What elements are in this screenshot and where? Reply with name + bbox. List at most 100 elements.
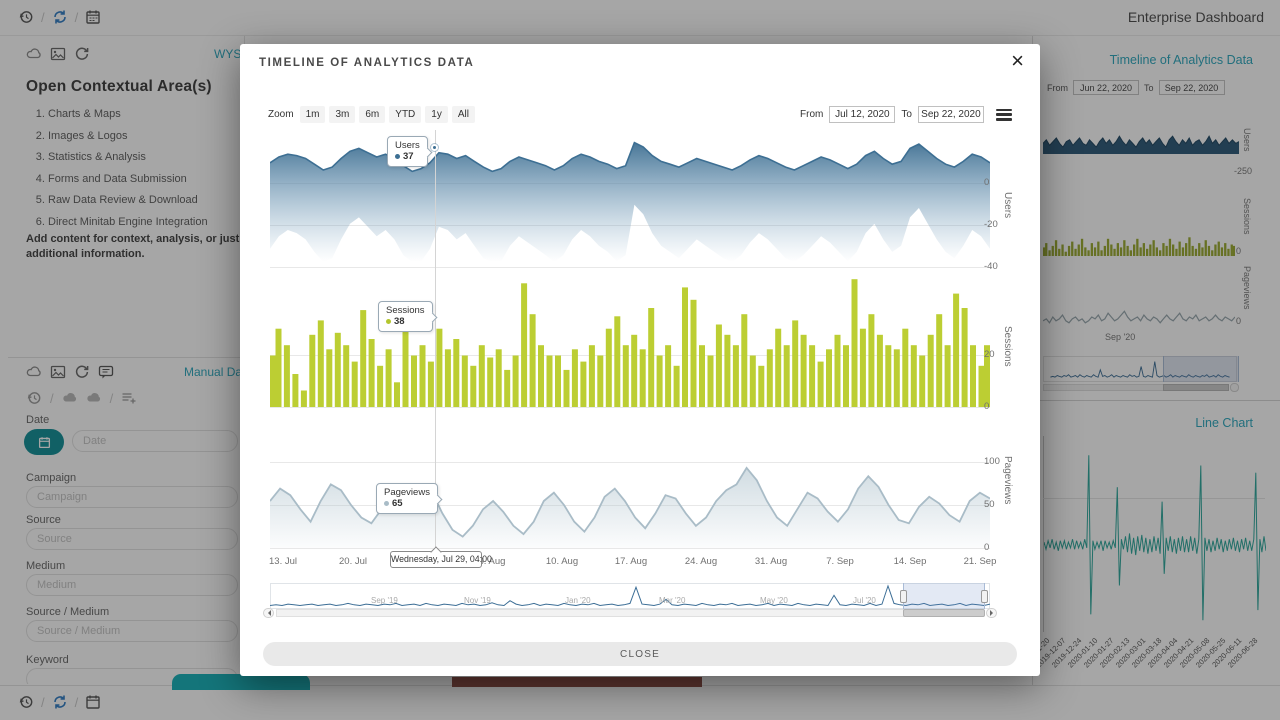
y-tick: 0: [984, 542, 990, 553]
manual-data-link[interactable]: Manual Da: [184, 365, 243, 379]
navigator-label: Sep '19: [371, 596, 398, 605]
zoom-ytd-button[interactable]: YTD: [389, 106, 422, 123]
series-dot: [384, 501, 389, 506]
zoom-all-button[interactable]: All: [451, 106, 475, 123]
navigator-label: Jan '20: [565, 596, 591, 605]
from-label: From: [1047, 82, 1068, 93]
bg-scrollbar-thumb[interactable]: [1163, 384, 1229, 391]
campaign-input[interactable]: [26, 486, 238, 508]
source-medium-input[interactable]: [26, 620, 238, 642]
x-tick: 17. Aug: [614, 556, 648, 567]
gridline: [270, 548, 990, 549]
x-tick: 14. Sep: [893, 556, 927, 567]
navigator-outline: [270, 583, 990, 609]
x-tick: 3. Aug: [478, 556, 506, 567]
close-button[interactable]: CLOSE: [263, 642, 1017, 666]
history-icon[interactable]: [26, 390, 42, 406]
sessions-chart[interactable]: [270, 272, 990, 407]
x-tick: 20. Jul: [339, 556, 367, 567]
page-title: Enterprise Dashboard: [1127, 9, 1264, 25]
bg-linechart-y-axis: [1043, 436, 1044, 632]
navigator-chart[interactable]: [270, 583, 990, 609]
bg-users-tick: -250: [1234, 166, 1253, 176]
bg-from-input[interactable]: [1073, 80, 1139, 95]
history-icon[interactable]: [18, 694, 34, 710]
cloud-icon[interactable]: [26, 46, 42, 62]
navigator-selection[interactable]: [900, 583, 988, 609]
zoom-3m-button[interactable]: 3m: [329, 106, 356, 123]
refresh-icon[interactable]: [52, 694, 68, 710]
bg-pageviews-axis-title: Pageviews: [1242, 266, 1252, 310]
close-icon[interactable]: ×: [1005, 46, 1030, 76]
calendar-icon[interactable]: [85, 694, 101, 710]
bg-scrollbar-right-arrow[interactable]: [1230, 383, 1239, 392]
zoom-1y-button[interactable]: 1y: [425, 106, 448, 123]
modal-to-input[interactable]: [917, 106, 984, 123]
date-label: Date: [26, 414, 50, 426]
scrollbar-thumb[interactable]: [903, 609, 985, 617]
playlist-add-icon[interactable]: [121, 390, 137, 406]
modal-title: TIMELINE OF ANALYTICS DATA: [259, 57, 475, 69]
separator: /: [74, 9, 79, 25]
history-icon[interactable]: [18, 9, 34, 25]
chat-icon[interactable]: [98, 364, 114, 380]
users-chart[interactable]: [270, 128, 990, 270]
pageviews-axis-title: Pageviews: [1002, 456, 1013, 505]
bg-navigator-chart[interactable]: [1043, 356, 1237, 382]
bg-sessions-axis-title: Sessions: [1242, 198, 1252, 235]
bg-to-input[interactable]: [1158, 80, 1225, 95]
bg-navigator-selection[interactable]: [1163, 356, 1239, 382]
calendar-icon[interactable]: [85, 9, 101, 25]
bg-pageviews-chart[interactable]: [1043, 304, 1235, 330]
navigator-label: Nov '19: [464, 596, 491, 605]
zoom-1m-button[interactable]: 1m: [299, 106, 326, 123]
reload-icon[interactable]: [74, 46, 90, 62]
users-hover-marker: [431, 144, 438, 151]
scrollbar-right-arrow[interactable]: [986, 608, 997, 618]
chart-fragment: [452, 677, 702, 687]
source-input[interactable]: [26, 528, 238, 550]
scrollbar-left-arrow[interactable]: [263, 608, 274, 618]
line-chart-link[interactable]: Line Chart: [1195, 416, 1253, 430]
x-tick: 21. Sep: [963, 556, 997, 567]
top-toolbar: / / Enterprise Dashboard: [0, 0, 1280, 36]
navigator-left-handle[interactable]: [900, 590, 907, 603]
chart-menu-icon[interactable]: [995, 108, 1012, 121]
medium-input[interactable]: [26, 574, 238, 596]
image-icon[interactable]: [50, 46, 66, 62]
bg-date-range: From To: [1047, 80, 1225, 95]
bg-line-chart[interactable]: [1044, 450, 1266, 640]
scrollbar-track[interactable]: [276, 609, 984, 617]
series-dot: [386, 319, 391, 324]
cloud-upload-icon[interactable]: [62, 390, 78, 406]
navigator-label: May '20: [760, 596, 788, 605]
sessions-tooltip: Sessions 38: [378, 301, 438, 332]
image-icon[interactable]: [50, 364, 66, 380]
submit-button-fragment[interactable]: [172, 674, 310, 690]
keyword-label: Keyword: [26, 654, 69, 666]
gridline: [270, 355, 990, 356]
cloud-icon[interactable]: [26, 364, 42, 380]
wysiwyg-link[interactable]: WYS: [214, 47, 242, 61]
navigator-right-handle[interactable]: [981, 590, 988, 603]
zoom-6m-button[interactable]: 6m: [359, 106, 386, 123]
users-axis-title: Users: [1002, 192, 1013, 219]
separator: /: [50, 390, 54, 406]
source-label: Source: [26, 514, 61, 526]
date-picker-button[interactable]: [24, 429, 64, 455]
bg-users-chart[interactable]: [1043, 122, 1239, 154]
bg-sessions-chart[interactable]: [1043, 232, 1235, 256]
date-input[interactable]: [72, 430, 238, 452]
refresh-icon[interactable]: [52, 9, 68, 25]
modal-from-input[interactable]: [829, 106, 896, 123]
cloud-download-icon[interactable]: [86, 390, 102, 406]
separator: /: [74, 694, 79, 710]
bg-month-label: Sep '20: [1105, 332, 1136, 342]
y-tick: 50: [984, 499, 995, 510]
timeline-analytics-link[interactable]: Timeline of Analytics Data: [1109, 53, 1253, 67]
source-medium-label: Source / Medium: [26, 606, 110, 618]
x-tick: 24. Aug: [684, 556, 718, 567]
reload-icon[interactable]: [74, 364, 90, 380]
users-tooltip: Users 37: [387, 136, 433, 167]
